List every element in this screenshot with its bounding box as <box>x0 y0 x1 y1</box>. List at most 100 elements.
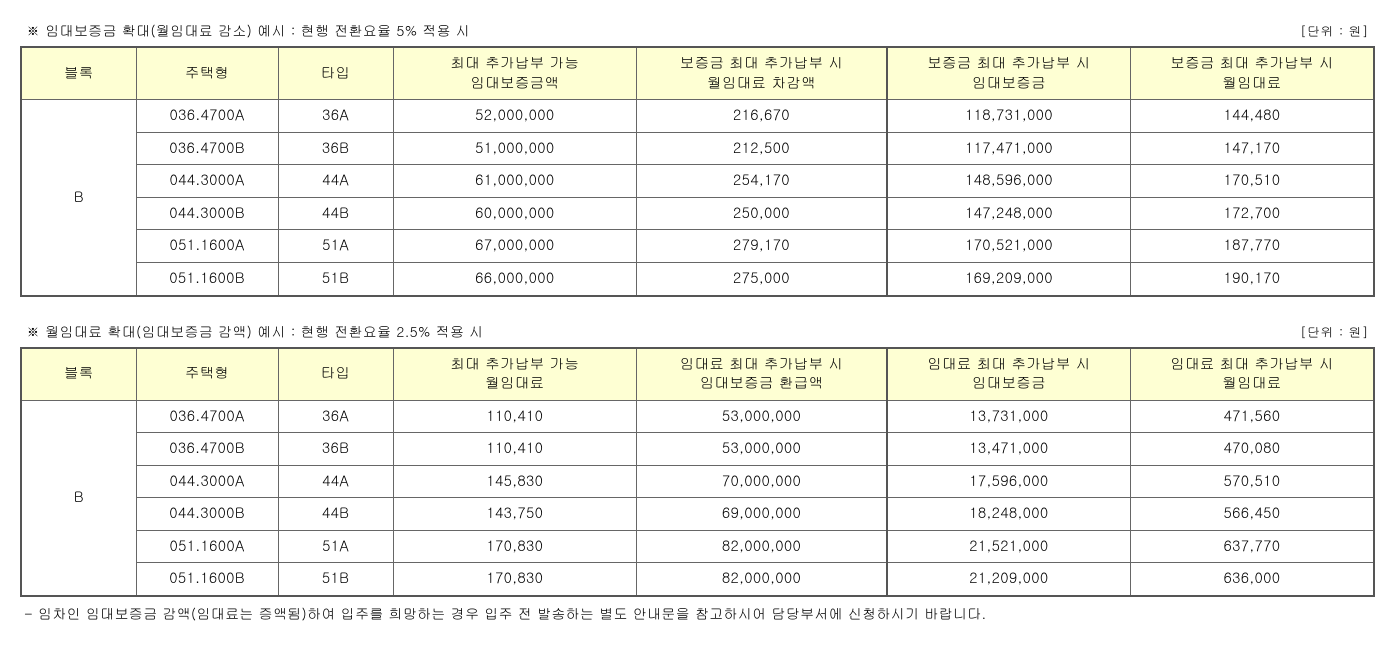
table-cell: 110,410 <box>393 400 637 433</box>
table-cell: 570,510 <box>1130 465 1374 498</box>
table-cell: 172,700 <box>1130 197 1374 230</box>
table-header: 타입 <box>278 47 393 100</box>
table-cell: 212,500 <box>637 132 887 165</box>
table-cell: 216,670 <box>637 100 887 133</box>
table-cell: 70,000,000 <box>637 465 887 498</box>
table-header: 보증금 최대 추가납부 시월임대료 <box>1130 47 1374 100</box>
table-row: 036.4700B36B51,000,000212,500117,471,000… <box>21 132 1374 165</box>
table-cell: 60,000,000 <box>393 197 637 230</box>
table-row: 051.1600B51B66,000,000275,000169,209,000… <box>21 262 1374 295</box>
table-header: 주택형 <box>136 47 278 100</box>
table-cell: 51A <box>278 530 393 563</box>
table-cell: 53,000,000 <box>637 400 887 433</box>
table-cell: 051.1600B <box>136 563 278 596</box>
table-row: 051.1600B51B170,83082,000,00021,209,0006… <box>21 563 1374 596</box>
section1-unit: [단위 : 원] <box>1300 21 1369 40</box>
table-cell: 36A <box>278 400 393 433</box>
table-cell: 52,000,000 <box>393 100 637 133</box>
table-row: 044.3000A44A145,83070,000,00017,596,0005… <box>21 465 1374 498</box>
table-cell: 145,830 <box>393 465 637 498</box>
table-cell: 36B <box>278 433 393 466</box>
footnote: - 임차인 임대보증금 감액(임대료는 증액됨)하여 입주를 희망하는 경우 입… <box>20 597 1375 623</box>
table-cell: 170,830 <box>393 563 637 596</box>
table-cell: 36B <box>278 132 393 165</box>
table-cell: 69,000,000 <box>637 498 887 531</box>
table-row: 044.3000B44B60,000,000250,000147,248,000… <box>21 197 1374 230</box>
table-cell: 044.3000B <box>136 498 278 531</box>
table-cell: 66,000,000 <box>393 262 637 295</box>
table-cell: 44A <box>278 465 393 498</box>
rent-increase-table: 블록주택형타입최대 추가납부 가능월임대료임대료 최대 추가납부 시임대보증금 … <box>20 347 1375 598</box>
table-cell: 279,170 <box>637 230 887 263</box>
table-row: 051.1600A51A170,83082,000,00021,521,0006… <box>21 530 1374 563</box>
table-cell: 147,170 <box>1130 132 1374 165</box>
table-cell: 36A <box>278 100 393 133</box>
section1-title: ※ 임대보증금 확대(월임대료 감소) 예시 : 현행 전환요율 5% 적용 시 <box>26 20 470 40</box>
table-row: B036.4700A36A110,41053,000,00013,731,000… <box>21 400 1374 433</box>
rent-increase-section: ※ 월임대료 확대(임대보증금 감액) 예시 : 현행 전환요율 2.5% 적용… <box>20 321 1375 624</box>
section1-title-row: ※ 임대보증금 확대(월임대료 감소) 예시 : 현행 전환요율 5% 적용 시… <box>20 20 1375 46</box>
table-cell: 036.4700B <box>136 132 278 165</box>
section2-title: ※ 월임대료 확대(임대보증금 감액) 예시 : 현행 전환요율 2.5% 적용… <box>26 321 483 341</box>
table-cell: 170,521,000 <box>887 230 1131 263</box>
table-header: 블록 <box>21 47 136 100</box>
table-cell: 636,000 <box>1130 563 1374 596</box>
table-cell: 275,000 <box>637 262 887 295</box>
table-header: 주택형 <box>136 348 278 401</box>
table-cell: 036.4700A <box>136 400 278 433</box>
table-cell: 170,510 <box>1130 165 1374 198</box>
table-cell: 51B <box>278 262 393 295</box>
table-cell: 17,596,000 <box>887 465 1131 498</box>
section2-unit: [단위 : 원] <box>1300 322 1369 341</box>
table-cell: 51,000,000 <box>393 132 637 165</box>
table-cell: 110,410 <box>393 433 637 466</box>
table-cell: 51B <box>278 563 393 596</box>
table-cell: 147,248,000 <box>887 197 1131 230</box>
table-cell: 143,750 <box>393 498 637 531</box>
table-row: 044.3000A44A61,000,000254,170148,596,000… <box>21 165 1374 198</box>
table-cell: 61,000,000 <box>393 165 637 198</box>
table-cell: 254,170 <box>637 165 887 198</box>
table-cell: 44B <box>278 498 393 531</box>
table-cell: 051.1600A <box>136 530 278 563</box>
table-cell: 18,248,000 <box>887 498 1131 531</box>
table-row: 036.4700B36B110,41053,000,00013,471,0004… <box>21 433 1374 466</box>
table-row: B036.4700A36A52,000,000216,670118,731,00… <box>21 100 1374 133</box>
section2-title-row: ※ 월임대료 확대(임대보증금 감액) 예시 : 현행 전환요율 2.5% 적용… <box>20 321 1375 347</box>
table-cell: 190,170 <box>1130 262 1374 295</box>
table-header: 블록 <box>21 348 136 401</box>
table-header: 보증금 최대 추가납부 시임대보증금 <box>887 47 1131 100</box>
table-cell: 67,000,000 <box>393 230 637 263</box>
table-cell: 51A <box>278 230 393 263</box>
table-cell: 051.1600A <box>136 230 278 263</box>
table-cell: 170,830 <box>393 530 637 563</box>
table2-body: B036.4700A36A110,41053,000,00013,731,000… <box>21 400 1374 596</box>
table-cell: 637,770 <box>1130 530 1374 563</box>
table-row: 044.3000B44B143,75069,000,00018,248,0005… <box>21 498 1374 531</box>
table-header: 임대료 최대 추가납부 시임대보증금 <box>887 348 1131 401</box>
table-cell: 44B <box>278 197 393 230</box>
table-cell: 82,000,000 <box>637 563 887 596</box>
block-cell: B <box>21 400 136 596</box>
table1-body: B036.4700A36A52,000,000216,670118,731,00… <box>21 100 1374 296</box>
table-cell: 169,209,000 <box>887 262 1131 295</box>
block-cell: B <box>21 100 136 296</box>
table-cell: 118,731,000 <box>887 100 1131 133</box>
table-cell: 53,000,000 <box>637 433 887 466</box>
table-cell: 036.4700A <box>136 100 278 133</box>
table-cell: 036.4700B <box>136 433 278 466</box>
table-header: 임대료 최대 추가납부 시임대보증금 환급액 <box>637 348 887 401</box>
table-cell: 044.3000A <box>136 465 278 498</box>
table-header: 보증금 최대 추가납부 시월임대료 차감액 <box>637 47 887 100</box>
table-cell: 187,770 <box>1130 230 1374 263</box>
table1-head: 블록주택형타입최대 추가납부 가능임대보증금액보증금 최대 추가납부 시월임대료… <box>21 47 1374 100</box>
table-cell: 566,450 <box>1130 498 1374 531</box>
table-header: 임대료 최대 추가납부 시월임대료 <box>1130 348 1374 401</box>
table-cell: 470,080 <box>1130 433 1374 466</box>
table-cell: 051.1600B <box>136 262 278 295</box>
table-header: 최대 추가납부 가능월임대료 <box>393 348 637 401</box>
table-cell: 44A <box>278 165 393 198</box>
table-cell: 044.3000B <box>136 197 278 230</box>
table-cell: 82,000,000 <box>637 530 887 563</box>
table2-head: 블록주택형타입최대 추가납부 가능월임대료임대료 최대 추가납부 시임대보증금 … <box>21 348 1374 401</box>
